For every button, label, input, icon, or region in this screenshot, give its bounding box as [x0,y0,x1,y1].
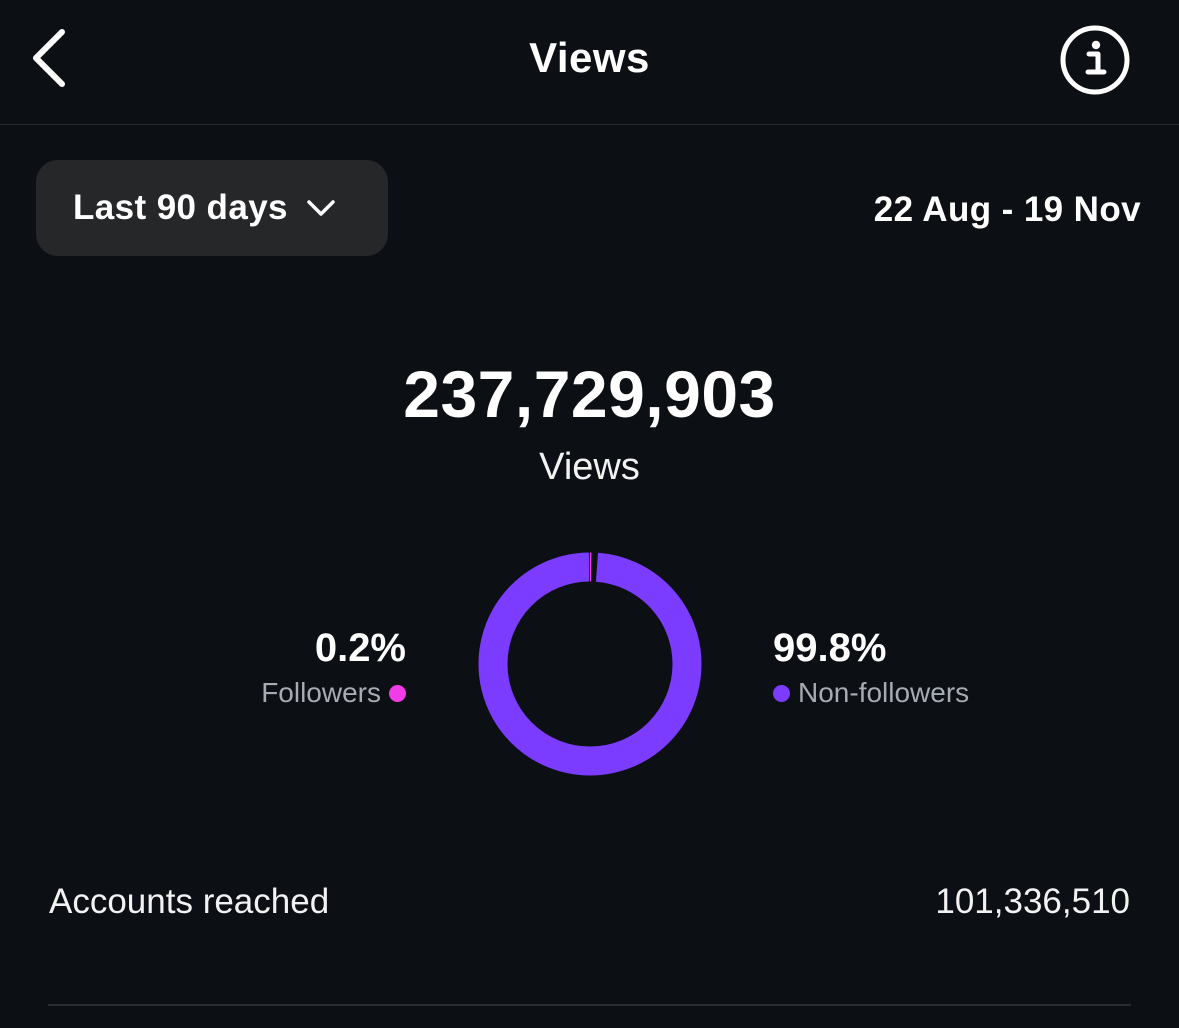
chevron-left-icon [33,29,65,87]
followers-label: Followers [261,677,381,708]
non-followers-legend: 99.8% Non-followers [773,625,969,713]
non-followers-percent: 99.8% [773,626,887,670]
top-bar: Views [0,0,1179,125]
info-button[interactable] [1058,23,1132,97]
non-followers-color-dot [773,684,790,702]
audience-donut-chart [478,552,702,776]
chevron-down-icon [306,198,336,218]
non-followers-slice [478,552,702,776]
date-range-text: 22 Aug - 19 Nov [873,190,1141,229]
accounts-reached-row[interactable]: Accounts reached 101,336,510 [49,882,1130,922]
accounts-reached-label: Accounts reached [49,882,330,921]
non-followers-label: Non-followers [798,677,970,708]
accounts-reached-value: 101,336,510 [935,882,1130,921]
total-views-value: 237,729,903 [403,357,776,431]
followers-percent: 0.2% [314,626,406,670]
period-selector-button[interactable]: Last 90 days [36,160,388,256]
divider [48,1004,1131,1006]
followers-color-dot [389,684,406,702]
back-button[interactable] [18,22,78,94]
page-title: Views [529,34,650,81]
period-selector-label: Last 90 days [73,188,288,227]
followers-legend: 0.2% Followers [261,625,406,713]
total-views-label: Views [539,446,640,488]
followers-slice [478,552,702,776]
info-circle-icon [1060,25,1130,95]
